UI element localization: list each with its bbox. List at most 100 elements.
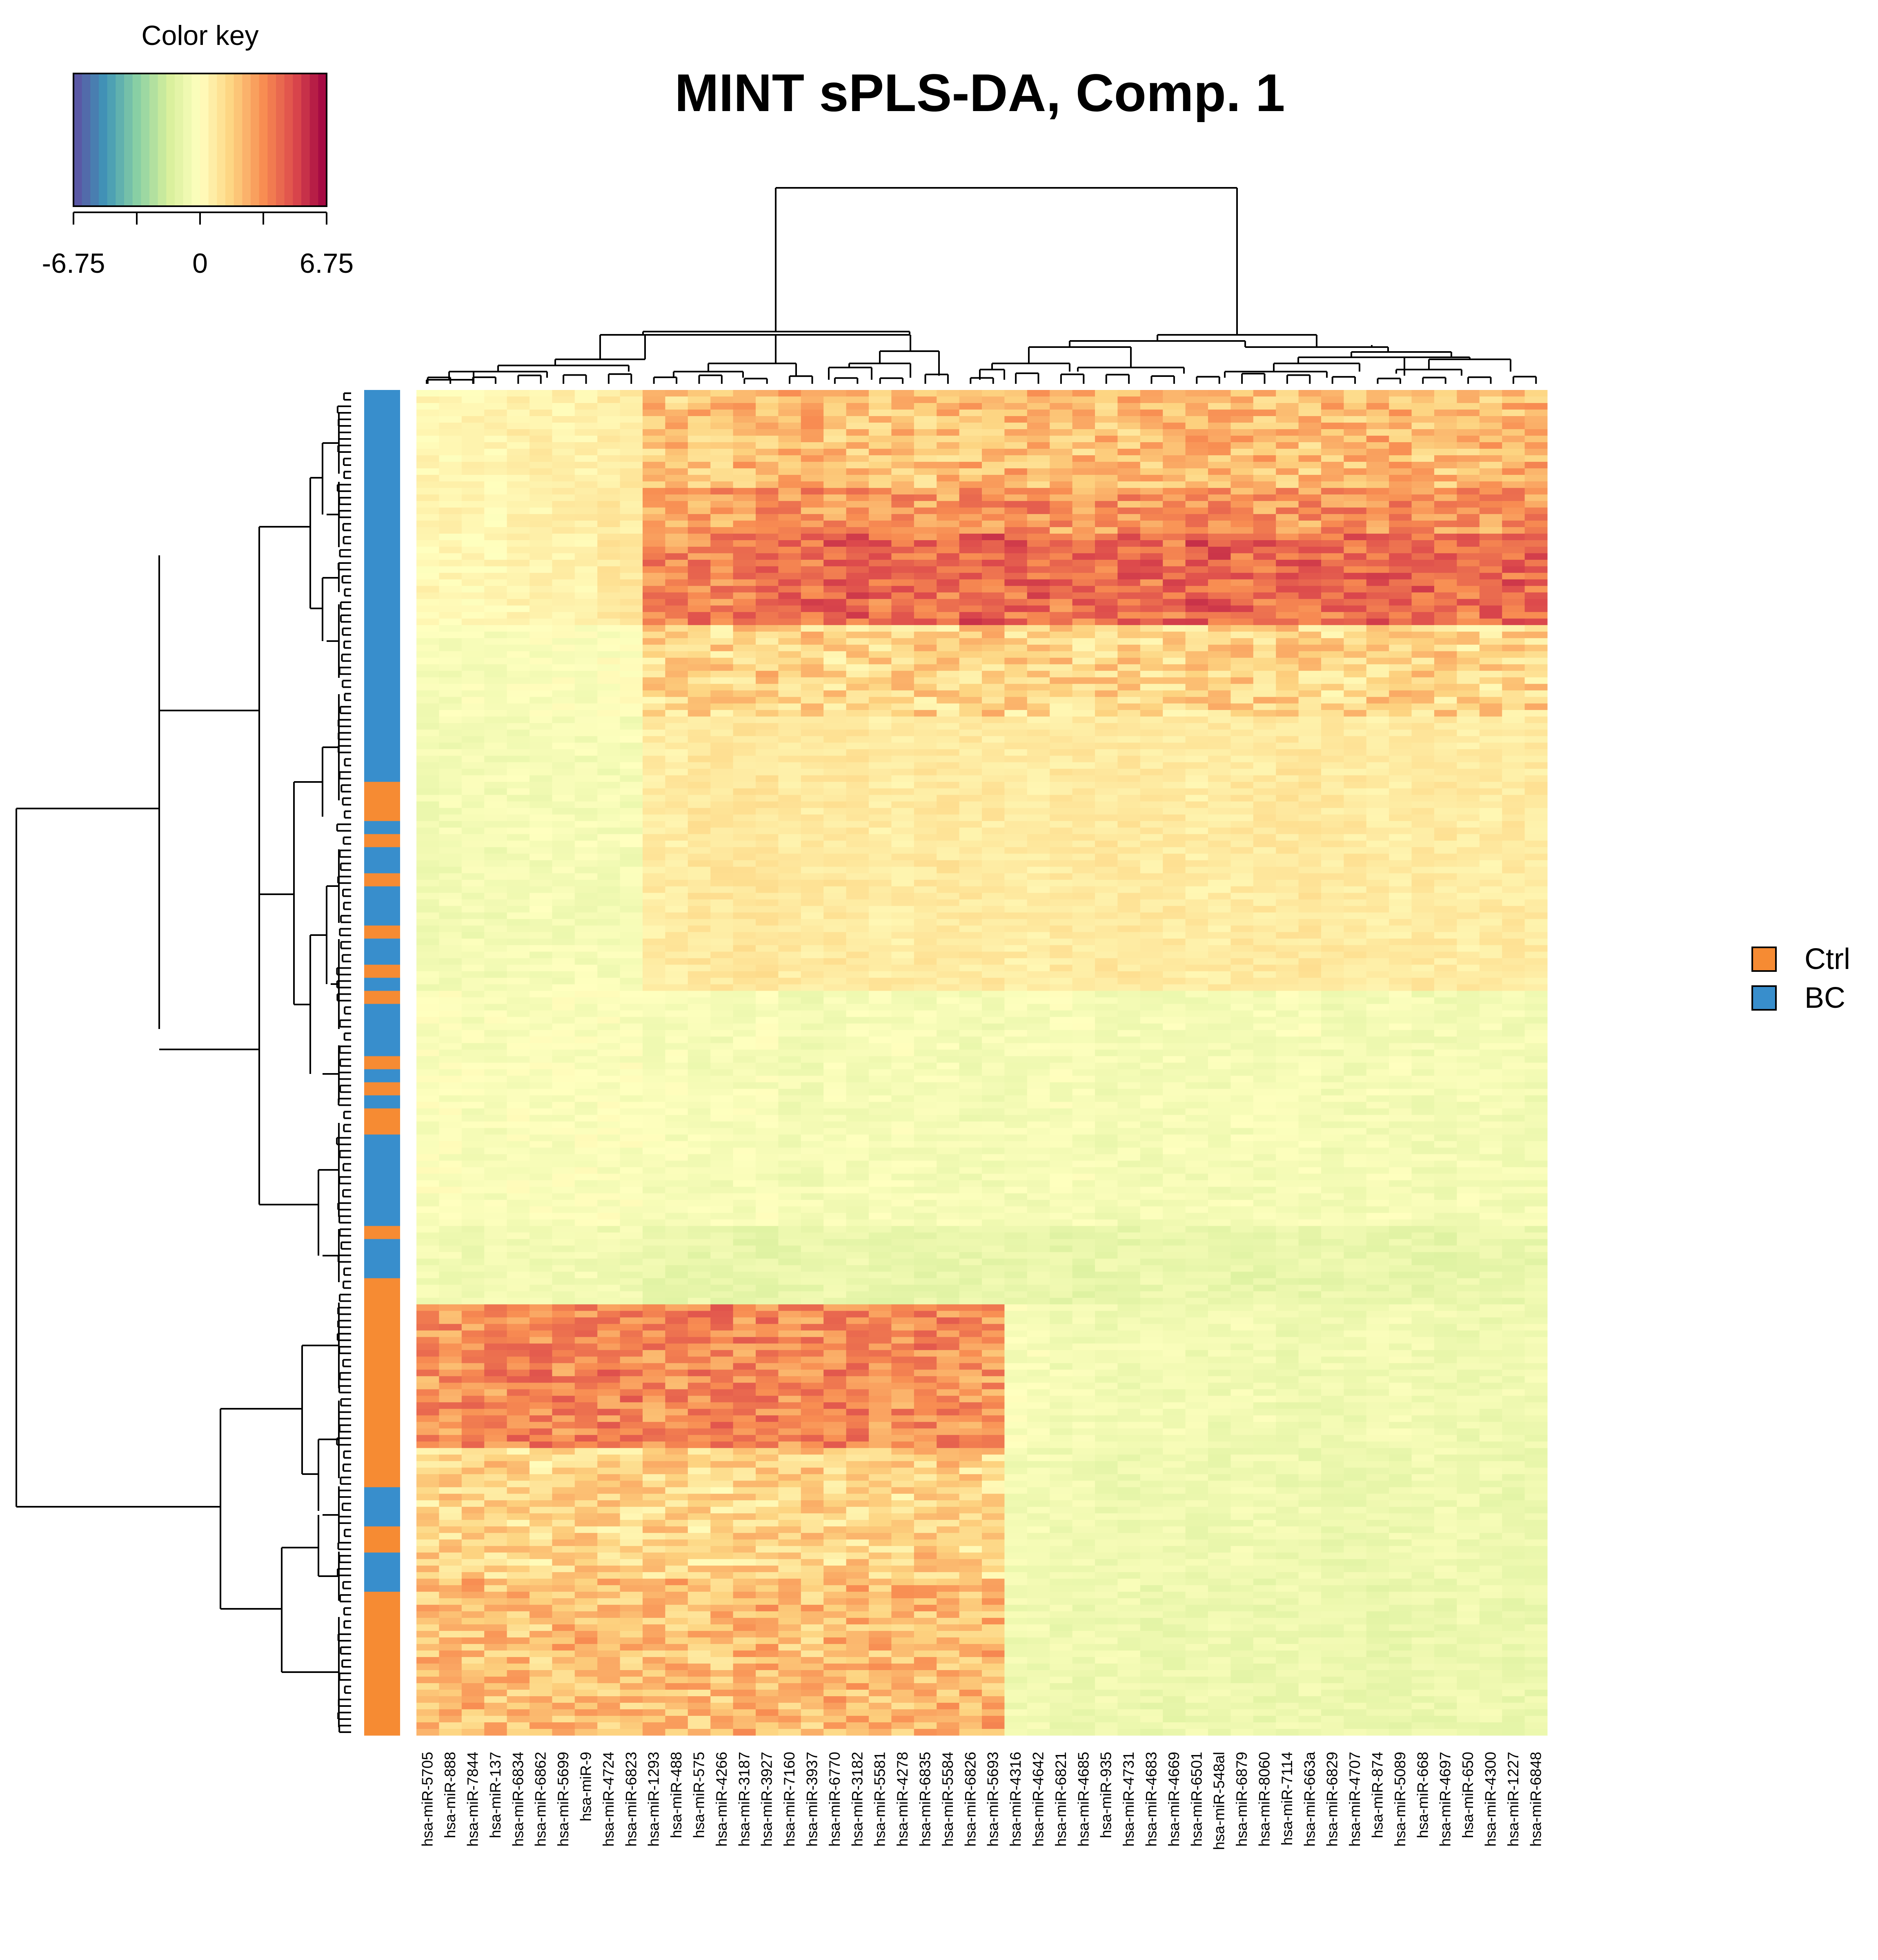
heatmap-cell — [823, 403, 847, 410]
heatmap-cell — [1479, 638, 1502, 645]
heatmap-cell — [1411, 801, 1435, 808]
color-key-tick-zero: 0 — [192, 248, 208, 279]
heatmap-cell — [416, 736, 439, 743]
heatmap-cell — [1389, 723, 1412, 730]
heatmap-cell — [1230, 559, 1254, 567]
heatmap-cell — [1095, 886, 1118, 893]
heatmap-cell — [1344, 442, 1367, 449]
heatmap-cell — [439, 540, 462, 547]
heatmap-cell — [1072, 925, 1095, 933]
heatmap-cell — [982, 520, 1005, 528]
heatmap-cell — [1072, 677, 1095, 684]
heatmap-cell — [439, 455, 462, 462]
heatmap-cell — [1298, 455, 1322, 462]
heatmap-cell — [574, 886, 598, 893]
row-group-cell — [364, 592, 400, 599]
heatmap-cell — [1434, 814, 1457, 822]
heatmap-cell — [1524, 618, 1548, 626]
heatmap-cell — [778, 684, 801, 691]
heatmap-cell — [1208, 906, 1231, 913]
heatmap-cell — [914, 618, 937, 626]
heatmap-cell — [1389, 703, 1412, 710]
heatmap-cell — [1163, 749, 1186, 756]
heatmap-cell — [891, 840, 915, 848]
heatmap-cell — [846, 455, 869, 462]
heatmap-cell — [1389, 821, 1412, 828]
heatmap-cell — [507, 716, 530, 724]
heatmap-cell — [937, 566, 960, 573]
heatmap-cell — [688, 631, 711, 639]
heatmap-cell — [665, 403, 688, 410]
row-group-cell — [364, 749, 400, 756]
heatmap-cell — [1321, 690, 1344, 697]
heatmap-cell — [1434, 899, 1457, 906]
heatmap-cell — [823, 795, 847, 802]
heatmap-cell — [1163, 559, 1186, 567]
heatmap-cell — [620, 899, 643, 906]
heatmap-cell — [1140, 736, 1163, 743]
heatmap-cell — [1298, 723, 1322, 730]
heatmap-cell — [461, 468, 485, 475]
heatmap-cell — [574, 684, 598, 691]
heatmap-cell — [416, 435, 439, 443]
row-group-cell — [364, 1716, 400, 1723]
heatmap-cell — [439, 501, 462, 508]
heatmap-cell — [1027, 592, 1050, 599]
heatmap-cell — [1276, 468, 1299, 475]
heatmap-cell — [461, 442, 485, 449]
color-key-stripe — [116, 74, 125, 206]
heatmap-cell — [733, 396, 756, 403]
heatmap-cell — [461, 494, 485, 501]
heatmap-cell — [914, 670, 937, 678]
heatmap-cell — [710, 919, 734, 926]
heatmap-cell — [914, 827, 937, 835]
heatmap-cell — [869, 625, 892, 632]
heatmap-cell — [1344, 429, 1367, 436]
heatmap-cell — [982, 814, 1005, 822]
heatmap-cell — [1457, 599, 1480, 606]
heatmap-cell — [1072, 572, 1095, 580]
heatmap-cell — [1479, 540, 1502, 547]
heatmap-cell — [597, 481, 621, 488]
heatmap-cell — [1298, 618, 1322, 626]
heatmap-cell — [1321, 527, 1344, 534]
heatmap-cell — [1524, 514, 1548, 521]
heatmap-cell — [1095, 723, 1118, 730]
heatmap-cell — [439, 749, 462, 756]
heatmap-cell — [1208, 638, 1231, 645]
heatmap-cell — [710, 572, 734, 580]
heatmap-cell — [1276, 612, 1299, 619]
heatmap-cell — [1276, 429, 1299, 436]
heatmap-cell — [416, 801, 439, 808]
heatmap-cell — [823, 546, 847, 554]
heatmap-cell — [1230, 768, 1254, 776]
heatmap-cell — [756, 768, 779, 776]
heatmap-cell — [552, 886, 575, 893]
heatmap-cell — [1411, 403, 1435, 410]
heatmap-cell — [1253, 442, 1276, 449]
heatmap-cell — [439, 422, 462, 430]
heatmap-cell — [1027, 579, 1050, 586]
heatmap-cell — [439, 638, 462, 645]
heatmap-cell — [1050, 886, 1073, 893]
heatmap-cell — [778, 461, 801, 469]
heatmap-cell — [710, 651, 734, 658]
heatmap-cell — [1050, 775, 1073, 782]
heatmap-cell — [1457, 651, 1480, 658]
heatmap-cell — [846, 893, 869, 900]
heatmap-cell — [778, 592, 801, 599]
heatmap-cell — [823, 912, 847, 920]
heatmap-cell — [1479, 435, 1502, 443]
heatmap-cell — [1434, 834, 1457, 841]
heatmap-cell — [937, 736, 960, 743]
heatmap-cell — [507, 912, 530, 920]
heatmap-cell — [1117, 768, 1141, 776]
heatmap-cell — [416, 938, 439, 946]
heatmap-cell — [1163, 886, 1186, 893]
heatmap-cell — [597, 579, 621, 586]
heatmap-cell — [461, 455, 485, 462]
heatmap-cell — [1434, 788, 1457, 795]
heatmap-cell — [643, 494, 665, 501]
heatmap-cell — [1434, 540, 1457, 547]
heatmap-cell — [484, 912, 507, 920]
